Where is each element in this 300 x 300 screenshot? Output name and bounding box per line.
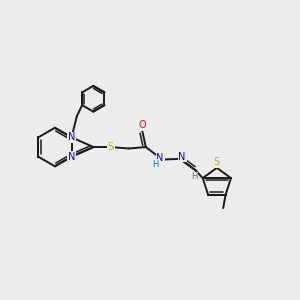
Text: O: O bbox=[138, 120, 146, 130]
Text: N: N bbox=[68, 132, 75, 142]
Text: N: N bbox=[178, 152, 186, 161]
Text: H: H bbox=[152, 160, 159, 169]
Text: N: N bbox=[68, 152, 75, 162]
Text: S: S bbox=[214, 158, 220, 167]
Text: N: N bbox=[156, 153, 164, 163]
Text: H: H bbox=[191, 172, 197, 181]
Text: S: S bbox=[108, 142, 114, 152]
